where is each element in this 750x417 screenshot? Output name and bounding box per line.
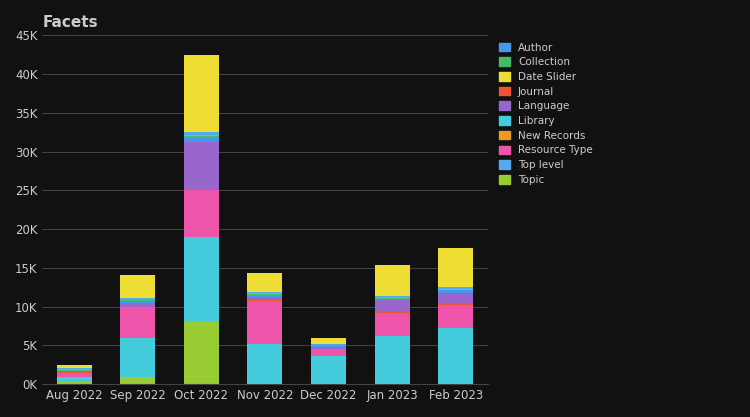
Bar <box>311 356 346 383</box>
Bar <box>311 349 346 356</box>
Bar <box>57 382 92 384</box>
Bar <box>184 142 219 189</box>
Bar <box>375 299 410 300</box>
Bar <box>57 370 92 371</box>
Bar <box>248 273 283 292</box>
Bar <box>184 190 219 237</box>
Bar <box>438 305 473 328</box>
Bar <box>375 298 410 299</box>
Bar <box>57 369 92 370</box>
Bar <box>184 136 219 138</box>
Bar <box>248 294 283 295</box>
Bar <box>438 287 473 289</box>
Bar <box>248 292 283 294</box>
Bar <box>375 296 410 297</box>
Bar <box>57 371 92 372</box>
Bar <box>120 301 155 303</box>
Bar <box>248 295 283 296</box>
Bar <box>57 365 92 368</box>
Bar <box>120 298 155 300</box>
Bar <box>120 275 155 298</box>
Bar <box>438 328 473 382</box>
Bar <box>375 313 410 336</box>
Bar <box>311 383 346 384</box>
Bar <box>438 289 473 290</box>
Bar <box>311 344 346 345</box>
Bar <box>184 138 219 142</box>
Bar <box>375 336 410 382</box>
Bar <box>120 339 155 377</box>
Bar <box>248 300 283 301</box>
Bar <box>120 303 155 306</box>
Bar <box>120 300 155 301</box>
Legend: Author, Collection, Date Slider, Journal, Language, Library, New Records, Resour: Author, Collection, Date Slider, Journal… <box>497 40 595 187</box>
Bar <box>438 293 473 304</box>
Bar <box>57 372 92 377</box>
Bar <box>248 296 283 300</box>
Bar <box>438 382 473 384</box>
Bar <box>311 346 346 347</box>
Bar <box>375 297 410 298</box>
Bar <box>311 347 346 349</box>
Bar <box>248 382 283 384</box>
Bar <box>184 135 219 136</box>
Bar <box>438 290 473 293</box>
Bar <box>184 55 219 132</box>
Bar <box>375 382 410 384</box>
Bar <box>184 322 219 384</box>
Bar <box>120 307 155 339</box>
Text: Facets: Facets <box>42 15 98 30</box>
Bar <box>57 377 92 382</box>
Bar <box>248 301 283 344</box>
Bar <box>375 300 410 312</box>
Bar <box>311 338 346 344</box>
Bar <box>375 312 410 313</box>
Bar <box>120 377 155 384</box>
Bar <box>438 304 473 305</box>
Bar <box>184 237 219 322</box>
Bar <box>184 132 219 135</box>
Bar <box>120 306 155 307</box>
Bar <box>375 265 410 296</box>
Bar <box>57 368 92 369</box>
Bar <box>438 249 473 287</box>
Bar <box>184 189 219 190</box>
Bar <box>248 344 283 382</box>
